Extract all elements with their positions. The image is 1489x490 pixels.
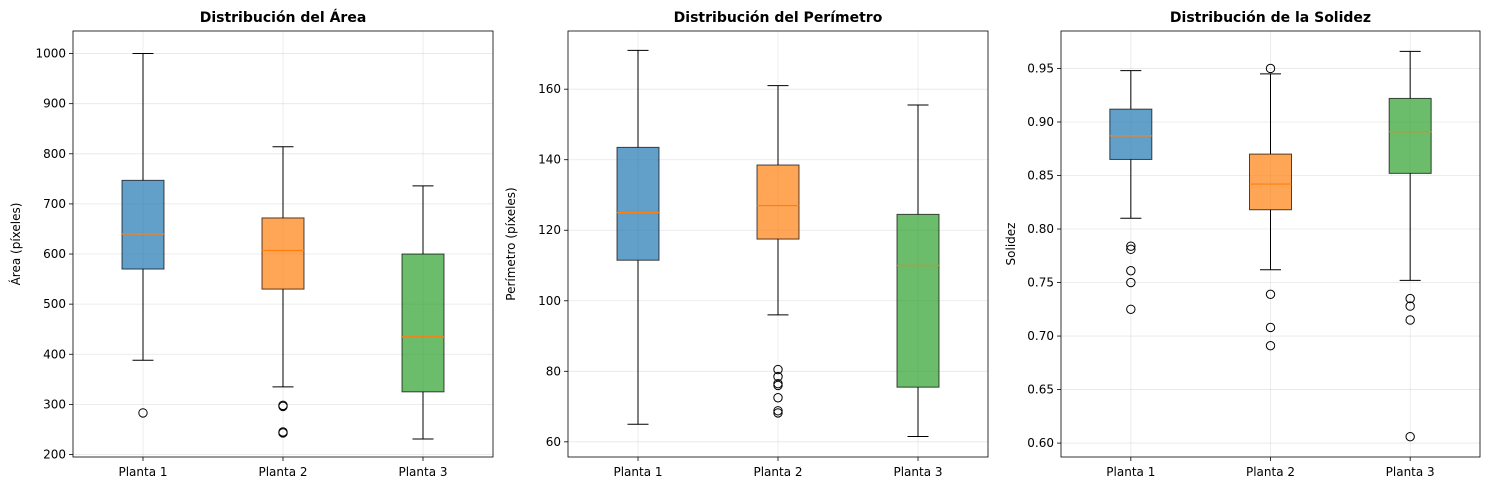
x-tick-label: Planta 2: [1246, 465, 1295, 479]
y-tick-label: 80: [546, 364, 561, 378]
y-tick-label: 60: [546, 435, 561, 449]
box-body: [121, 179, 165, 270]
outlier-point: [138, 408, 148, 418]
outlier-point: [773, 406, 783, 416]
outlier-point: [1405, 301, 1415, 311]
y-axis-label: Área (píxeles): [8, 203, 23, 286]
y-tick-label: 400: [43, 347, 66, 361]
box-body: [1249, 153, 1292, 211]
chart-panel-3: 0.60 0.65 0.70 0.75 0.80 0.85 0.90 0.95 Planta 1…: [1004, 10, 1481, 479]
outlier-point: [1405, 315, 1415, 325]
outlier-point: [1405, 293, 1415, 304]
y-tick-label: 300: [43, 397, 66, 411]
x-tick-label: Planta 1: [613, 465, 662, 479]
box-planta-2: [1249, 63, 1292, 351]
box-body: [616, 146, 660, 261]
y-tick-label: 0.70: [1027, 329, 1054, 343]
y-tick-label: 0.80: [1027, 222, 1054, 236]
y-tick-label: 0.75: [1027, 276, 1054, 290]
box-body: [1388, 97, 1432, 174]
box-body: [261, 217, 305, 290]
y-tick-label: 700: [43, 197, 66, 211]
x-tick-label: Planta 2: [258, 465, 307, 479]
box-planta-1: [1109, 70, 1153, 314]
y-tick-label: 1000: [35, 47, 66, 61]
box-planta-2: [261, 146, 305, 438]
chart-panel-1: 200 300 400 500 600 700 800 900 1000 Planta 1 Plan…: [8, 9, 494, 479]
chart-title: Distribución del Área: [200, 9, 367, 26]
chart-panel-2: 60 80 100 120 140 160 Planta 1 Planta 2 Planta 3…: [504, 10, 989, 479]
outlier-point: [1405, 431, 1415, 442]
y-tick-label: 140: [538, 153, 561, 167]
chart-title: Distribución del Perímetro: [674, 10, 883, 26]
box-planta-3: [1388, 50, 1432, 442]
outlier-point: [1265, 340, 1276, 351]
outlier-point: [1126, 304, 1136, 314]
x-tick-label: Planta 3: [1386, 465, 1435, 479]
outlier-point: [1265, 322, 1276, 333]
y-tick-label: 0.65: [1027, 383, 1054, 397]
outlier-point: [1126, 244, 1136, 255]
y-tick-label: 0.85: [1027, 168, 1054, 182]
y-tick-label: 900: [43, 97, 66, 111]
y-tick-label: 160: [538, 82, 561, 96]
outlier-point: [773, 393, 783, 403]
outlier-point: [1265, 289, 1276, 300]
outlier-point: [773, 380, 783, 391]
y-tick-label: 800: [43, 147, 66, 161]
x-tick-label: Planta 3: [398, 465, 447, 479]
y-tick-label: 0.90: [1027, 115, 1054, 129]
y-tick-label: 500: [43, 297, 66, 311]
box-planta-3: [401, 185, 445, 440]
outlier-point: [278, 428, 288, 438]
y-tick-label: 0.95: [1027, 61, 1054, 75]
chart-title: Distribución de la Solidez: [1170, 10, 1371, 26]
outlier-point: [278, 401, 288, 412]
box-planta-2: [756, 85, 800, 418]
y-tick-label: 200: [43, 447, 66, 461]
box-body: [896, 213, 940, 388]
y-tick-label: 600: [43, 247, 66, 261]
box-planta-1: [121, 53, 165, 418]
outlier-point: [1126, 266, 1136, 276]
y-tick-label: 0.60: [1027, 436, 1054, 450]
box-body: [401, 253, 445, 393]
box-body: [1109, 108, 1153, 160]
x-tick-label: Planta 3: [893, 465, 942, 479]
outlier-point: [773, 364, 783, 375]
box-planta-1: [616, 49, 660, 425]
x-tick-label: Planta 2: [753, 465, 802, 479]
x-tick-label: Planta 1: [118, 465, 167, 479]
box-planta-3: [896, 104, 940, 438]
outlier-point: [1126, 241, 1136, 251]
y-tick-label: 100: [538, 294, 561, 308]
outlier-point: [1265, 63, 1276, 74]
outlier-point: [1126, 277, 1136, 288]
outlier-point: [773, 408, 783, 418]
box-body: [756, 164, 800, 240]
y-axis-label: Perímetro (píxeles): [504, 187, 518, 300]
x-tick-label: Planta 1: [1106, 465, 1155, 479]
y-axis-label: Solidez: [1004, 223, 1018, 266]
y-tick-label: 120: [538, 223, 561, 237]
